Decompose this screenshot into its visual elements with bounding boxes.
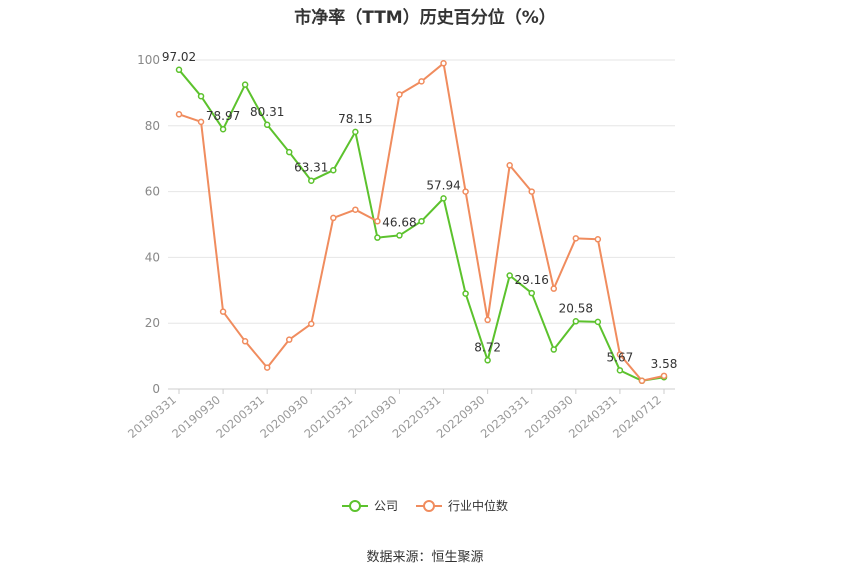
data-point-company — [462, 290, 469, 297]
data-point-industry-median — [484, 316, 491, 324]
data-point-industry-median — [594, 236, 602, 243]
data-point-industry-median — [550, 285, 558, 292]
data-point-company — [594, 318, 602, 326]
data-point-industry-median — [263, 364, 271, 371]
data-point-industry-median — [352, 206, 359, 213]
legend: 公司 行业中位数 — [0, 497, 850, 514]
data-label: 80.31 — [250, 105, 284, 119]
y-tick-label: 80 — [145, 119, 160, 133]
data-point-industry-median — [175, 111, 183, 118]
chart-title: 市净率（TTM）历史百分位（%） — [294, 8, 556, 28]
data-point-company — [175, 66, 183, 74]
legend-label-industry-median: 行业中位数 — [448, 499, 509, 513]
legend-item-industry-median[interactable]: 行业中位数 — [416, 497, 508, 514]
data-point-industry-median — [396, 91, 403, 98]
data-label: 8.72 — [474, 340, 501, 354]
data-point-industry-median — [572, 235, 580, 242]
data-point-company — [197, 92, 205, 100]
source-note: 数据来源：恒生聚源 — [366, 550, 484, 565]
data-point-company — [330, 166, 337, 174]
data-point-industry-median — [462, 188, 469, 195]
data-label: 78.15 — [338, 112, 372, 126]
data-point-company — [506, 272, 513, 279]
data-point-industry-median — [440, 60, 447, 67]
data-point-company — [616, 367, 624, 374]
data-point-company — [308, 177, 315, 184]
data-point-industry-median — [308, 320, 315, 328]
data-label: 63.31 — [294, 161, 328, 175]
data-point-company — [528, 289, 535, 297]
x-tick-label: 20240712 — [610, 393, 664, 441]
data-point-industry-median — [528, 188, 535, 195]
data-point-industry-median — [418, 78, 425, 85]
legend-item-company[interactable]: 公司 — [341, 497, 398, 514]
data-label: 5.67 — [607, 350, 634, 364]
data-point-industry-median — [330, 214, 337, 222]
data-point-company — [550, 346, 558, 353]
data-point-company — [285, 148, 293, 156]
data-point-company — [418, 217, 425, 225]
data-label: 3.58 — [651, 357, 678, 371]
data-label: 20.58 — [559, 301, 593, 315]
y-tick-label: 20 — [145, 316, 160, 330]
legend-swatch-company-icon — [341, 499, 368, 512]
data-point-company — [572, 318, 580, 325]
data-point-company — [440, 195, 447, 202]
data-label: 97.02 — [162, 50, 196, 64]
data-point-company — [263, 121, 271, 129]
y-tick-label: 100 — [137, 53, 160, 67]
y-tick-label: 0 — [152, 382, 160, 396]
data-point-company — [484, 357, 491, 364]
data-point-industry-median — [197, 118, 205, 126]
data-point-company — [352, 128, 359, 136]
data-point-industry-median — [660, 372, 668, 380]
data-point-industry-median — [285, 336, 293, 343]
data-label: 29.16 — [515, 273, 549, 287]
data-point-company — [219, 125, 227, 133]
data-label: 57.94 — [426, 178, 460, 192]
legend-label-company: 公司 — [373, 499, 398, 513]
y-tick-label: 40 — [145, 250, 160, 264]
data-label: 78.97 — [206, 109, 240, 123]
data-point-industry-median — [241, 338, 249, 345]
data-point-industry-median — [638, 377, 646, 385]
data-point-industry-median — [374, 217, 381, 225]
data-point-company — [241, 81, 249, 88]
data-point-industry-median — [219, 308, 227, 315]
data-point-company — [374, 234, 381, 241]
y-tick-label: 60 — [145, 185, 160, 199]
legend-swatch-industry-median-icon — [416, 499, 442, 512]
data-point-industry-median — [616, 351, 624, 358]
data-label: 46.68 — [382, 215, 416, 229]
data-point-industry-median — [506, 162, 513, 169]
data-point-company — [396, 232, 403, 239]
